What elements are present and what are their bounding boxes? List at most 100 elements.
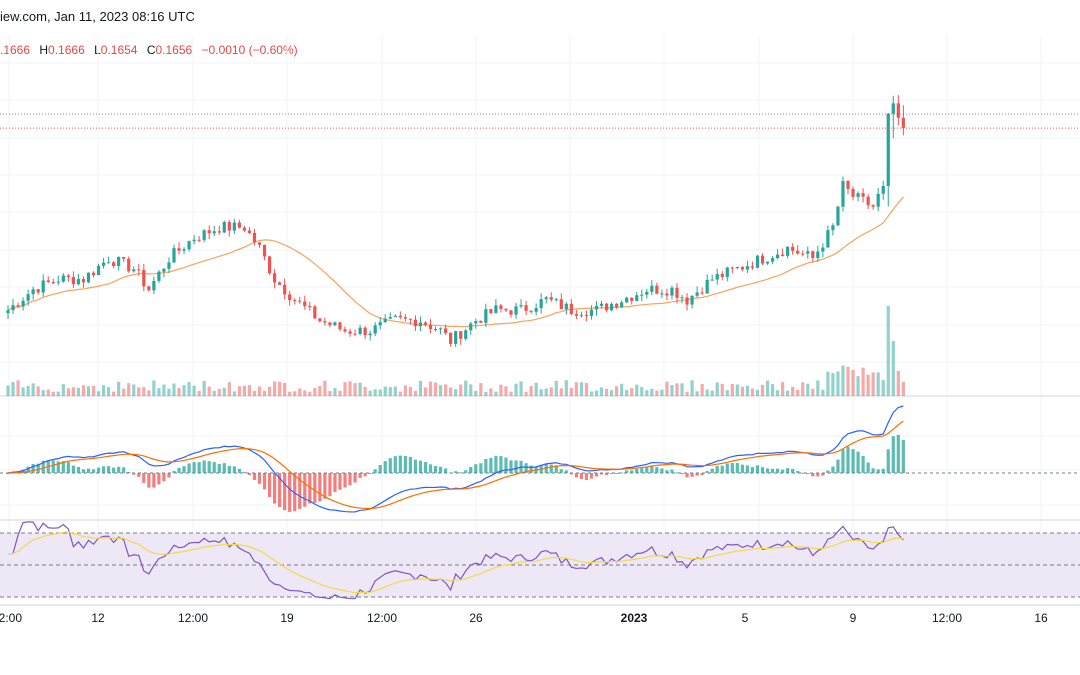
candle-body <box>112 262 116 266</box>
volume-bar <box>388 387 392 396</box>
volume-bar <box>192 385 196 396</box>
macd-histogram-bar <box>690 473 694 477</box>
candle-body <box>288 294 292 301</box>
macd-histogram-bar <box>288 473 292 512</box>
candle-body <box>610 303 614 311</box>
volume-bar <box>202 380 206 396</box>
macd-histogram-bar <box>137 473 141 477</box>
macd-histogram-bar <box>881 468 885 473</box>
candles[interactable] <box>6 95 905 348</box>
macd-histogram-bar <box>51 460 55 473</box>
volume-bar <box>524 391 528 396</box>
volume-bar <box>685 391 689 396</box>
volume-bar <box>489 388 493 396</box>
candle-body <box>720 273 724 277</box>
volume-bar <box>775 390 780 396</box>
volume-panel <box>6 306 905 396</box>
macd-histogram-bar <box>841 449 845 473</box>
macd-histogram-bar <box>620 472 624 474</box>
macd-histogram-bar <box>725 463 729 473</box>
macd-histogram-bar <box>348 473 352 486</box>
volume-bar <box>36 386 40 396</box>
candle-body <box>449 332 453 344</box>
macd-histogram-bar <box>262 473 267 490</box>
volume-bar <box>31 383 35 396</box>
volume-bar <box>338 390 342 396</box>
volume-bar <box>227 382 231 396</box>
macd-histogram-bar <box>499 456 503 473</box>
candle-body <box>147 286 151 291</box>
candle-body <box>760 255 765 264</box>
candle-body <box>423 322 428 325</box>
candle-body <box>680 297 684 299</box>
candle-body <box>358 327 362 334</box>
x-axis: 12:00 12 12:00 19 12:00 26 2023 5 9 12:00 16 <box>0 611 1048 625</box>
volume-bar <box>398 391 402 396</box>
volume-bar <box>172 383 176 396</box>
macd-histogram-bar <box>358 473 362 478</box>
volume-bar <box>866 374 870 396</box>
volume-bar <box>152 380 156 396</box>
volume-bar <box>71 387 75 396</box>
candle-body <box>851 188 855 197</box>
volume-bar <box>313 388 317 396</box>
macd-histogram-bar <box>217 463 221 473</box>
volume-bar <box>615 386 619 396</box>
macd-histogram-bar <box>197 462 201 473</box>
volume-bar <box>147 390 151 396</box>
volume-bar <box>283 382 287 396</box>
macd-histogram-bar <box>393 456 397 473</box>
volume-bar <box>574 382 578 396</box>
macd-histogram-bar <box>594 473 599 477</box>
volume-bar <box>237 386 241 396</box>
macd-histogram-bar <box>459 472 463 474</box>
volume-bar <box>167 388 171 396</box>
volume-bar <box>504 386 508 396</box>
macd-histogram-bar <box>901 439 905 473</box>
volume-bar <box>811 388 815 396</box>
volume-bar <box>755 389 760 396</box>
volume-bar <box>76 387 81 396</box>
volume-bar <box>11 382 15 396</box>
candle-body <box>836 206 840 226</box>
volume-bar <box>393 386 397 396</box>
macd-histogram-bar <box>851 449 855 473</box>
candle-body <box>484 309 488 323</box>
candle-body <box>700 292 704 294</box>
x-tick-label-7: 5 <box>742 611 749 625</box>
macd-histogram-bar <box>257 473 262 484</box>
candle-body <box>781 254 785 256</box>
volume-bar <box>26 385 30 396</box>
macd-histogram-bar <box>76 466 81 473</box>
macd-histogram-bar <box>283 473 287 511</box>
macd-histogram-bar <box>438 466 443 473</box>
volume-bar <box>162 384 166 396</box>
volume-bar <box>177 387 181 396</box>
candle-body <box>132 269 136 272</box>
candle-body <box>363 327 367 336</box>
candle-body <box>459 331 463 339</box>
moving-average <box>7 196 904 328</box>
macd-histogram-bar <box>705 471 709 473</box>
candle-body <box>469 323 473 331</box>
candle-body <box>554 299 558 301</box>
volume-bar <box>655 390 659 396</box>
volume-bar <box>242 385 247 396</box>
volume-bar <box>816 380 820 396</box>
candle-body <box>735 266 739 269</box>
macd-histogram-bar <box>388 458 392 473</box>
macd-line <box>7 405 904 513</box>
volume-bar <box>21 387 25 396</box>
macd-histogram-bar <box>6 473 10 474</box>
volume-bar <box>831 373 835 396</box>
macd-histogram-bar <box>760 467 765 473</box>
macd-histogram-bar <box>423 462 428 473</box>
volume-bar <box>579 382 584 396</box>
macd-histogram-bar <box>112 467 116 473</box>
ohlc-readout: .1666 H0.1666 L0.1654 C0.1656 −0.0010 (−… <box>0 43 304 57</box>
candle-body <box>323 321 327 323</box>
candle-body <box>891 103 895 114</box>
macd-histogram-bar <box>66 462 70 473</box>
candle-body <box>499 305 503 309</box>
